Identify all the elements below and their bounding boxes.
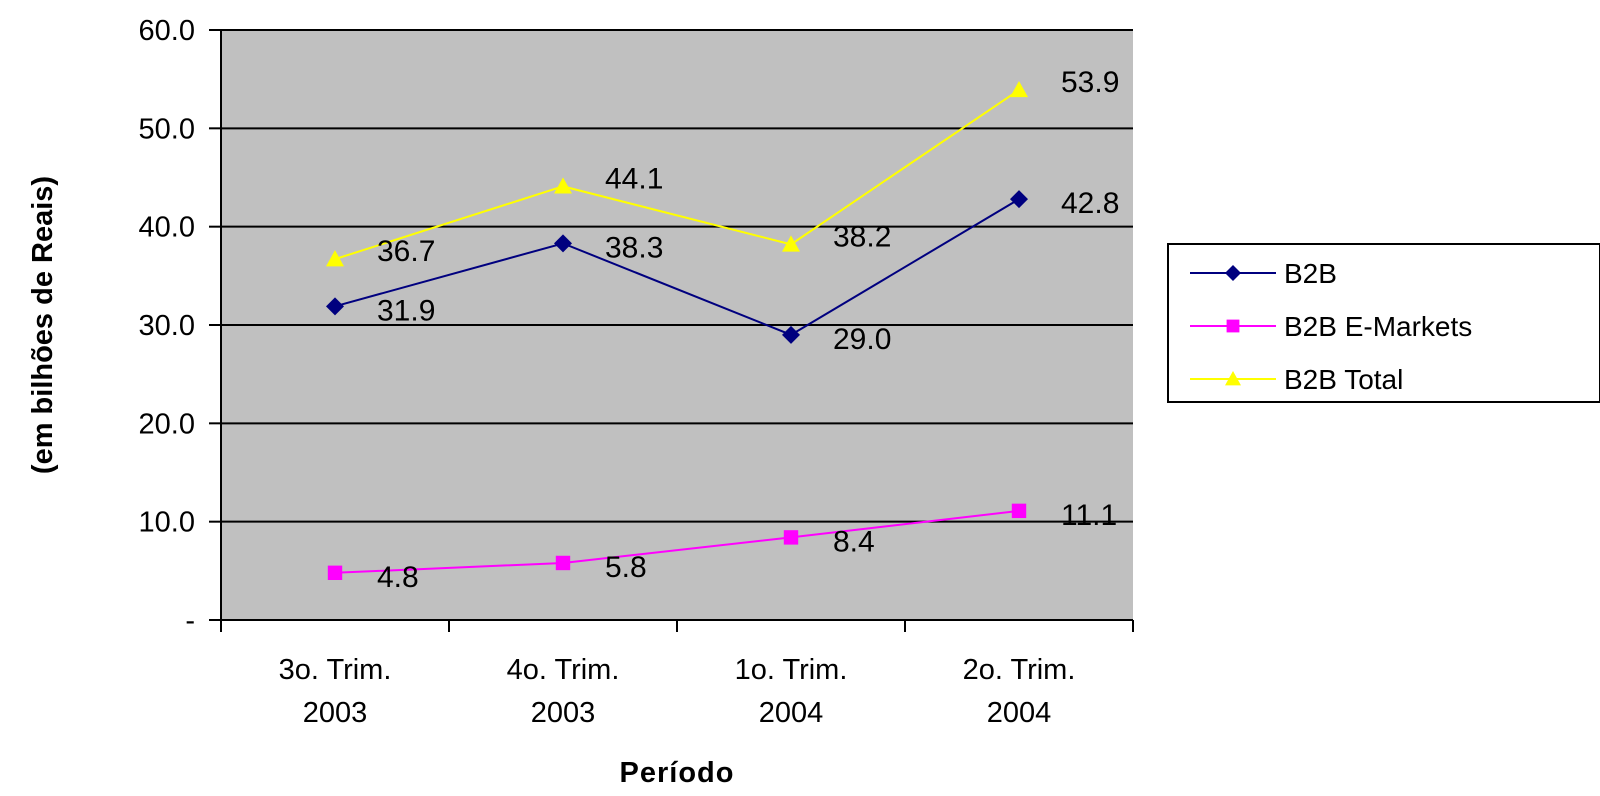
y-tick-label: -	[185, 605, 195, 637]
legend-entry: B2B E-Markets	[1190, 311, 1472, 342]
x-tick-label: 2004	[759, 697, 824, 729]
series-line	[334, 509, 1020, 574]
x-tick-label: 2004	[987, 697, 1052, 729]
data-label: 8.4	[833, 525, 875, 558]
gridlines	[221, 29, 1133, 523]
data-point	[1011, 503, 1027, 519]
y-tick-label: 50.0	[139, 113, 195, 145]
data-point	[554, 177, 572, 194]
data-label: 31.9	[377, 294, 435, 327]
y-tick-label: 40.0	[139, 212, 195, 244]
legend-label: B2B Total	[1284, 364, 1403, 395]
legend: B2B B2B E-Markets B2B Total	[1167, 243, 1600, 403]
legend-label: B2B	[1284, 258, 1337, 289]
x-tick-label: 4o. Trim.	[507, 654, 620, 686]
data-point	[554, 234, 572, 253]
data-label: 38.3	[605, 231, 663, 264]
data-label: 42.8	[1061, 187, 1119, 220]
data-label: 53.9	[1061, 66, 1119, 99]
x-tick-label: 2o. Trim.	[963, 654, 1076, 686]
data-label: 36.7	[377, 235, 435, 268]
y-axis-ticks: - 10.0 20.0 30.0 40.0 50.0 60.0	[139, 15, 221, 637]
legend-entry: B2B Total	[1190, 364, 1403, 395]
series	[327, 503, 1027, 580]
y-tick-label: 60.0	[139, 15, 195, 47]
data-label: 44.1	[605, 162, 663, 195]
series-line	[334, 89, 1020, 261]
data-point	[783, 530, 799, 545]
data-point	[782, 325, 800, 344]
data-point	[326, 297, 344, 316]
data-point	[1225, 371, 1241, 386]
data-label: 38.2	[833, 220, 891, 253]
series	[326, 190, 1028, 344]
data-point	[782, 235, 800, 252]
series-layer	[326, 80, 1028, 580]
data-point	[327, 565, 343, 580]
y-tick-label: 20.0	[139, 408, 195, 440]
series	[326, 80, 1028, 267]
legend-box	[1167, 243, 1600, 403]
data-point	[1010, 80, 1028, 98]
data-point	[326, 250, 344, 267]
data-labels: 31.9 38.3 29.0 42.8 4.8 5.8 8.4 11.1 36.7 44.1 38.…	[377, 66, 1119, 594]
data-point	[1225, 265, 1241, 281]
data-label: 29.0	[833, 323, 891, 356]
data-label: 11.1	[1061, 499, 1117, 532]
data-label: 5.8	[605, 551, 647, 584]
x-tick-label: 1o. Trim.	[735, 654, 848, 686]
legend-entry: B2B	[1190, 258, 1337, 289]
x-tick-label: 3o. Trim.	[279, 654, 392, 686]
series-line	[334, 198, 1020, 336]
y-tick-label: 30.0	[139, 310, 195, 342]
x-tick-label: 2003	[303, 697, 368, 729]
y-axis-title: (em bilhões de Reais)	[27, 176, 59, 474]
data-point	[1010, 190, 1028, 209]
x-axis-title: Período	[620, 757, 735, 789]
y-tick-label: 10.0	[139, 507, 195, 539]
data-label: 4.8	[377, 561, 419, 594]
data-point	[1226, 319, 1240, 333]
legend-label: B2B E-Markets	[1284, 311, 1472, 342]
x-tick-label: 2003	[531, 697, 596, 729]
x-axis-ticks: 3o. Trim. 2003 4o. Trim. 2003 1o. Trim. 2004 2…	[220, 620, 1134, 729]
data-point	[555, 555, 571, 571]
